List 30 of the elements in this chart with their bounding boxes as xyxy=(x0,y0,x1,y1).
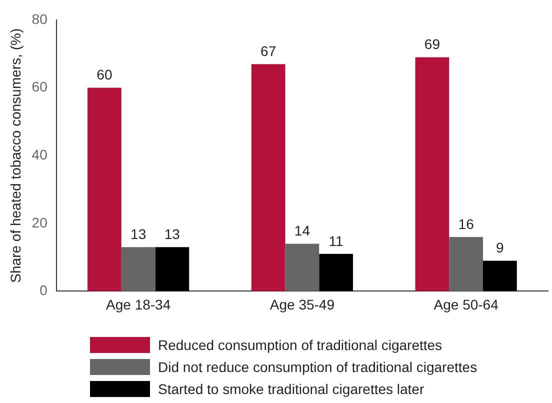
data-label: 13 xyxy=(164,226,180,242)
bar xyxy=(121,247,156,292)
data-label: 11 xyxy=(328,232,344,249)
data-label: 13 xyxy=(130,226,146,242)
x-tick-label: Age 50-64 xyxy=(434,296,499,312)
y-axis-title: Share of heated tobacco consumers, (%) xyxy=(7,28,24,283)
legend-label: Did not reduce consumption of traditional cigarettes xyxy=(158,359,478,375)
data-label: 14 xyxy=(294,222,310,239)
bar xyxy=(285,244,320,292)
x-tick-label: Age 18-34 xyxy=(106,296,171,312)
bar xyxy=(319,254,353,292)
y-tick-label: 40 xyxy=(32,146,48,162)
legend-label: Reduced consumption of traditional cigarettes xyxy=(158,337,442,353)
bar xyxy=(415,57,450,292)
y-tick-label: 0 xyxy=(40,282,48,298)
bar xyxy=(88,88,122,292)
data-label: 60 xyxy=(96,66,112,83)
data-label: 9 xyxy=(496,240,504,256)
y-tick-label: 80 xyxy=(32,10,48,27)
x-tick-label: Age 35-49 xyxy=(270,296,335,312)
bar xyxy=(449,236,483,292)
bar xyxy=(251,64,286,292)
y-tick-label: 60 xyxy=(32,78,48,95)
data-label: 67 xyxy=(260,42,276,59)
bar xyxy=(482,260,517,292)
bar xyxy=(155,247,190,292)
y-tick-label: 20 xyxy=(32,214,48,230)
data-label: 69 xyxy=(424,36,440,52)
legend-label: Started to smoke traditional cigarettes later xyxy=(158,381,424,397)
data-label: 16 xyxy=(458,216,474,232)
